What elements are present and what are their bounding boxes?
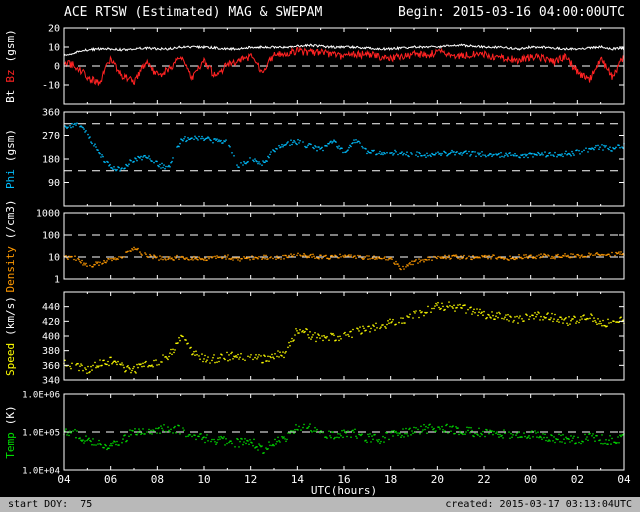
x-tick-label: 22 <box>477 473 490 486</box>
series-Density <box>63 246 625 271</box>
y-tick-label: -10 <box>42 81 60 92</box>
y-axis-label-temp: Temp (K) <box>4 405 17 458</box>
series-Phi <box>64 122 625 172</box>
y-axis-label-part: (gsm) <box>4 29 17 62</box>
y-axis-label-part: (K) <box>4 405 17 425</box>
x-tick-label: 10 <box>197 473 210 486</box>
y-axis-label-part: Speed <box>4 343 17 376</box>
series-Speed <box>63 301 625 374</box>
panel-density: 1000 100 10 1 Density (/cm3) <box>4 199 625 293</box>
y-axis-label-part: Phi <box>4 169 17 189</box>
y-axis-label-bt-bz: Bt Bz (gsm) <box>4 29 17 103</box>
footer-bar: start DOY: 75 created: 2015-03-17 03:13:… <box>0 497 640 512</box>
y-tick-label: 1.0E+06 <box>22 391 60 401</box>
plot-title: ACE RTSW (Estimated) MAG & SWEPAM <box>64 5 323 20</box>
y-axis-label-speed: Speed (km/s) <box>4 296 17 376</box>
x-tick-label: 00 <box>524 473 537 486</box>
begin-timestamp: Begin: 2015-03-16 04:00:00UTC <box>398 5 625 20</box>
series-Bz <box>63 46 625 86</box>
x-tick-label: 08 <box>151 473 164 486</box>
y-tick-label: 180 <box>42 155 60 166</box>
y-axis-label-part: (gsm) <box>4 129 17 162</box>
y-tick-label: 1.0E+04 <box>22 467 60 477</box>
y-tick-label: 360 <box>42 108 60 119</box>
y-tick-label: 100 <box>42 231 60 242</box>
y-tick-label: 90 <box>48 178 60 189</box>
panel-temp: 1.0E+06 1.0E+05 1.0E+04 Temp (K) <box>4 391 625 477</box>
created-timestamp: created: 2015-03-17 03:13:04UTC <box>445 499 632 510</box>
panel-bt-bz: 20 10 0 -10 Bt Bz (gsm) <box>4 24 625 105</box>
start-doy-label: start DOY: 75 <box>8 499 93 510</box>
x-tick-label: 04 <box>57 473 71 486</box>
panel-phi: 360 270 180 90 Phi (gsm) <box>4 108 625 207</box>
series-Temp <box>63 423 625 454</box>
y-axis-label-part: (km/s) <box>4 296 17 336</box>
x-axis-label: UTC(hours) <box>310 484 378 497</box>
y-axis-label-part: Density <box>4 246 17 293</box>
y-axis-label-density: Density (/cm3) <box>4 199 17 292</box>
x-tick-label: 16 <box>337 473 350 486</box>
y-axis-label-part: Bt <box>4 90 17 103</box>
y-axis-label-part: Bz <box>4 69 17 82</box>
x-tick-label: 20 <box>431 473 444 486</box>
y-tick-label: 400 <box>42 332 60 343</box>
y-tick-label: 270 <box>42 131 60 142</box>
y-tick-label: 380 <box>42 346 60 357</box>
y-tick-label: 360 <box>42 361 60 372</box>
y-tick-label: 440 <box>42 302 60 313</box>
y-tick-label: 1000 <box>36 209 60 220</box>
y-tick-label: 1.0E+05 <box>22 429 60 439</box>
panel-border <box>63 111 625 207</box>
y-tick-label: 0 <box>54 62 60 73</box>
x-tick-label: 02 <box>571 473 584 486</box>
panel-border <box>63 212 625 280</box>
x-tick-label: 04 <box>617 473 631 486</box>
y-axis-label-phi: Phi (gsm) <box>4 129 17 189</box>
y-tick-label: 340 <box>42 376 60 387</box>
y-axis-label-part: (/cm3) <box>4 199 17 239</box>
panel-speed: 440 420 400 380 360 340 Speed (km/s) <box>4 291 625 387</box>
y-tick-label: 10 <box>48 43 60 54</box>
y-tick-label: 1 <box>54 275 60 286</box>
x-tick-label: 06 <box>104 473 117 486</box>
y-tick-label: 20 <box>48 24 60 35</box>
x-tick-label: 18 <box>384 473 397 486</box>
x-tick-label: 14 <box>291 473 305 486</box>
series-Bt <box>63 43 625 57</box>
x-tick-label: 12 <box>244 473 257 486</box>
y-tick-label: 10 <box>48 253 60 264</box>
y-tick-label: 420 <box>42 317 60 328</box>
y-axis-label-part: Temp <box>4 432 17 459</box>
